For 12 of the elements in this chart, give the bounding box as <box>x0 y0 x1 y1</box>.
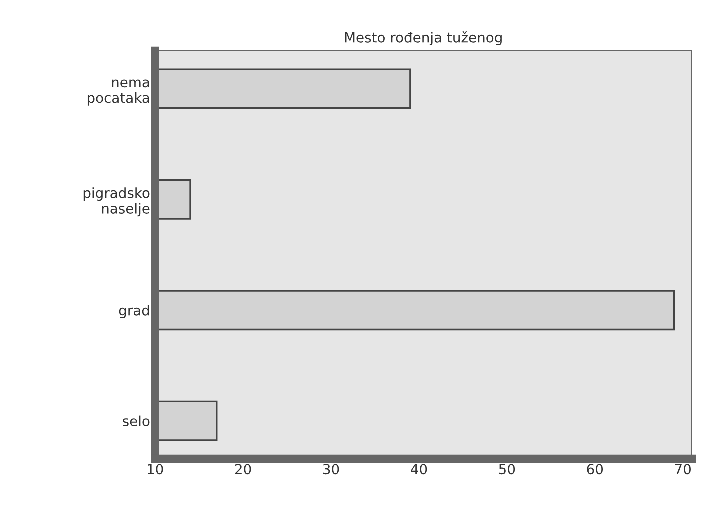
x-tick-label: 10 <box>148 464 164 475</box>
chart-title: Mesto rođenja tuženog <box>345 32 502 46</box>
x-tick-label: 20 <box>235 464 252 475</box>
y-tick-label: selo <box>123 416 150 427</box>
x-tick-label: 50 <box>499 464 516 475</box>
y-tick-label: grad <box>119 305 150 319</box>
x-tick-label: 70 <box>675 464 691 475</box>
y-tick-label: nema pocataka <box>88 80 150 106</box>
x-tick-label: 60 <box>587 464 604 475</box>
y-tick-label: pigradsko naselje <box>84 188 150 217</box>
x-tick-label: 40 <box>411 464 428 475</box>
x-tick-label: 30 <box>323 464 340 475</box>
